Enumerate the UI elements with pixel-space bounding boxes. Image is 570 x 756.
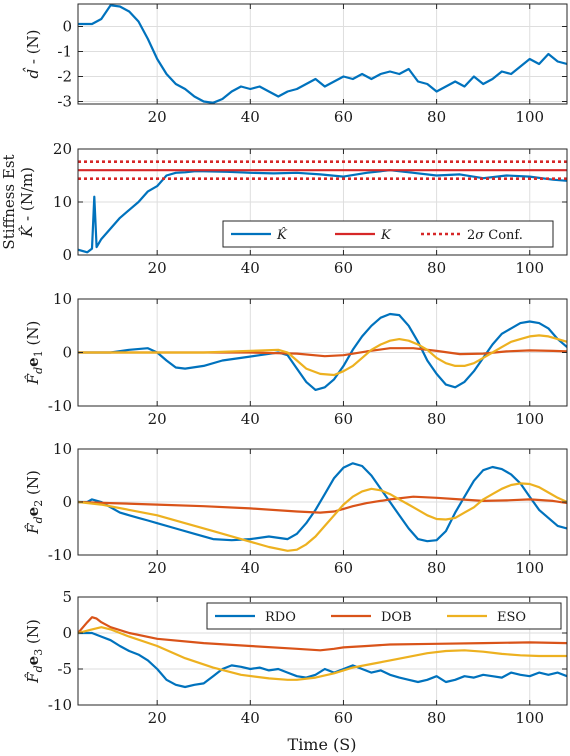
y-axis-label: F̂de3 (N) — [24, 619, 45, 684]
x-tick-label: 100 — [515, 108, 544, 126]
x-tick-label: 60 — [334, 410, 353, 428]
y-tick-label: 0 — [62, 493, 72, 511]
series-line-rdo — [78, 462, 567, 543]
axes-frame — [77, 596, 568, 706]
series-line-rdo — [78, 631, 567, 689]
panel-4: 20 40 60 80 100 -10 0 10 F̂de2 (N) — [24, 440, 568, 577]
x-tick-label: 80 — [427, 559, 446, 577]
x-tick-label: 100 — [515, 259, 544, 277]
panel-5: 20 40 60 80 100 -10 -5 0 5 F̂de3 (N) RDO DOB ESO — [24, 588, 568, 727]
series-line-eso — [78, 482, 567, 552]
y-tick-label: -10 — [48, 397, 72, 415]
y-tick-label: -1 — [57, 43, 72, 61]
legend-label: ESO — [497, 610, 526, 625]
x-tick-label: 60 — [334, 559, 353, 577]
x-tick-label: 100 — [515, 709, 544, 727]
x-tick-label: 80 — [427, 259, 446, 277]
y-axis-label: K̂ - (N/m) — [18, 167, 36, 238]
y-tick-label: 0 — [62, 246, 72, 264]
series-line-dob — [78, 495, 567, 514]
y-tick-label: 10 — [53, 440, 72, 458]
y-tick-label: 0 — [62, 18, 72, 36]
legend-box — [222, 220, 554, 248]
x-tick-label: 60 — [334, 108, 353, 126]
series-line-eso — [78, 334, 567, 377]
legend-label: K — [380, 228, 392, 243]
x-tick-label: 80 — [427, 709, 446, 727]
x-tick-label: 40 — [241, 108, 260, 126]
x-axis-label: Time (S) — [288, 735, 357, 754]
x-tick-label: 20 — [148, 108, 167, 126]
legend-box — [206, 602, 562, 630]
x-tick-label: 100 — [515, 559, 544, 577]
y-tick-label: 10 — [53, 290, 72, 308]
axes-frame — [77, 3, 568, 105]
x-tick-label: 40 — [241, 410, 260, 428]
y-tick-label: -10 — [48, 546, 72, 564]
legend: RDO DOB ESO — [206, 602, 562, 630]
legend-label: 2σ Conf. — [467, 228, 523, 243]
x-tick-label: 60 — [334, 709, 353, 727]
y-tick-label: 5 — [62, 588, 72, 606]
series-line-conf-lower — [78, 4, 567, 104]
y-axis-label: F̂de2 (N) — [24, 470, 45, 535]
series-line-eso — [78, 626, 567, 681]
panel-1: 20 40 60 80 100 -3 -2 -1 0 d̂ - (N) — [23, 3, 568, 126]
y-tick-label: 10 — [53, 193, 72, 211]
y-axis-label: F̂de1 (N) — [24, 321, 45, 386]
panel-3: 20 40 60 80 100 -10 0 10 F̂de1 (N) — [24, 290, 568, 428]
legend: K̂ K 2σ Conf. — [222, 220, 554, 248]
x-tick-label: 80 — [427, 410, 446, 428]
series-line-rdo — [78, 312, 567, 391]
plot-area — [78, 4, 567, 104]
series-line-dob — [78, 347, 567, 358]
y-tick-label: -5 — [57, 660, 72, 678]
legend-label: K̂ — [276, 227, 288, 243]
series-line-k — [78, 169, 567, 254]
x-tick-label: 100 — [515, 410, 544, 428]
x-tick-label: 80 — [427, 108, 446, 126]
x-tick-label: 20 — [148, 709, 167, 727]
legend-label: DOB — [381, 610, 412, 625]
x-tick-label: 40 — [241, 259, 260, 277]
y-tick-label: -2 — [57, 68, 72, 86]
y-tick-label: -3 — [57, 93, 72, 111]
series-line-dob — [78, 616, 567, 652]
y-tick-label: 20 — [53, 140, 72, 158]
y-tick-label: -10 — [48, 696, 72, 714]
legend-label: RDO — [265, 610, 296, 625]
y-tick-label: 0 — [62, 624, 72, 642]
y-axis-label-top: Stiffness Est — [0, 154, 18, 249]
panel-2: 20 40 60 80 100 0 10 20 K̂ - (N/m)Stiffness Est K… — [0, 140, 568, 277]
y-axis-label: d̂ - (N) — [23, 29, 42, 78]
x-tick-label: 40 — [241, 559, 260, 577]
x-tick-label: 20 — [148, 410, 167, 428]
y-tick-label: 0 — [62, 344, 72, 362]
x-tick-label: 20 — [148, 259, 167, 277]
x-tick-label: 20 — [148, 559, 167, 577]
x-tick-label: 60 — [334, 259, 353, 277]
x-tick-label: 40 — [241, 709, 260, 727]
